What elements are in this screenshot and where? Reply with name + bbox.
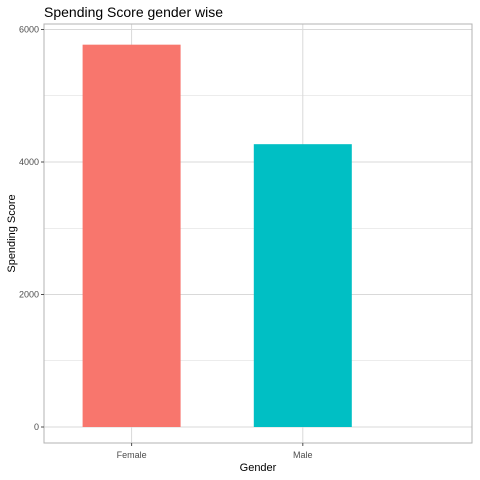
x-tick-label: Male bbox=[293, 450, 313, 460]
x-axis: Female Male bbox=[117, 443, 313, 460]
y-axis-title: Spending Score bbox=[6, 194, 18, 272]
y-tick-label: 2000 bbox=[19, 290, 39, 300]
y-axis: 0 2000 4000 6000 bbox=[19, 25, 44, 432]
y-tick-label: 6000 bbox=[19, 25, 39, 35]
x-tick-label: Female bbox=[117, 450, 147, 460]
y-tick-label: 0 bbox=[34, 422, 39, 432]
x-axis-title: Gender bbox=[240, 462, 277, 474]
bar-male bbox=[253, 144, 352, 427]
panel-border bbox=[43, 23, 473, 444]
y-tick-label: 4000 bbox=[19, 157, 39, 167]
bars bbox=[82, 44, 352, 427]
chart-title: Spending Score gender wise bbox=[44, 4, 223, 20]
bar-female bbox=[82, 44, 181, 427]
